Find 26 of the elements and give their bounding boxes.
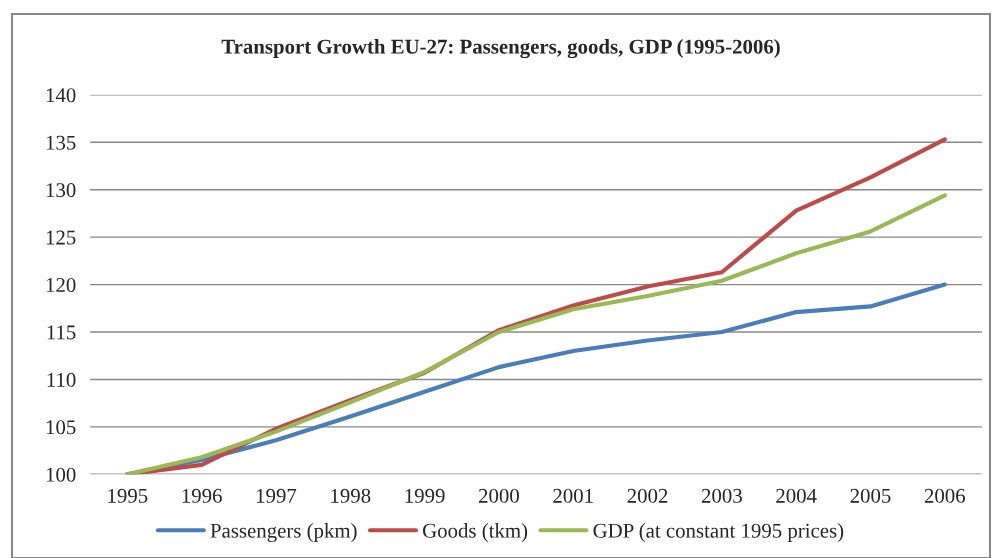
y-tick-label: 115 bbox=[47, 325, 76, 340]
x-tick-label: 1999 bbox=[405, 488, 445, 503]
x-tick-label: 1996 bbox=[182, 488, 222, 503]
x-tick-label: 2000 bbox=[478, 488, 519, 503]
chart-title: Transport Growth EU-27: Passengers, goods, GDP (1995-2006) bbox=[221, 39, 780, 59]
line-series bbox=[125, 193, 947, 475]
x-tick-label: 1998 bbox=[331, 488, 371, 503]
x-tick-label: 2004 bbox=[776, 488, 817, 503]
x-tick-label: 2001 bbox=[553, 488, 593, 503]
x-tick-label: 1995 bbox=[108, 488, 148, 503]
y-tick-label: 140 bbox=[46, 88, 76, 103]
x-tick-label: 2002 bbox=[627, 488, 668, 503]
y-tick-label: 100 bbox=[46, 467, 76, 482]
legend-label: Passengers (pkm) bbox=[210, 523, 357, 543]
y-tick-label: 125 bbox=[46, 230, 76, 245]
y-tick-label: 130 bbox=[46, 183, 76, 198]
y-tick-label: 135 bbox=[46, 135, 76, 150]
y-tick-label: 110 bbox=[47, 372, 76, 387]
x-tick-label: 2006 bbox=[924, 488, 966, 503]
legend-label: Goods (tkm) bbox=[422, 523, 528, 542]
x-tick-label: 2003 bbox=[701, 488, 742, 503]
x-tick-label: 2005 bbox=[850, 488, 891, 503]
y-tick-label: 105 bbox=[46, 420, 76, 435]
x-tick-label: 1997 bbox=[256, 488, 297, 503]
y-tick-label: 120 bbox=[46, 277, 76, 293]
legend-label: GDP (at constant 1995 prices) bbox=[593, 523, 844, 542]
